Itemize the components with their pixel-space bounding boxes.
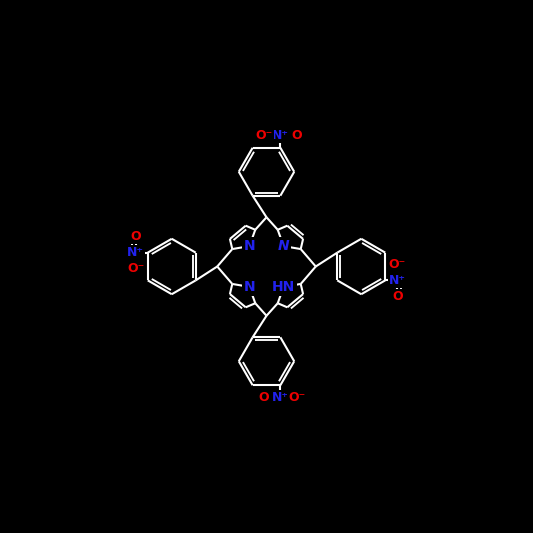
Text: N: N <box>278 239 289 253</box>
Text: O⁻: O⁻ <box>288 391 305 404</box>
Text: O⁻: O⁻ <box>389 257 406 271</box>
Text: N⁺: N⁺ <box>272 129 289 142</box>
Text: O: O <box>392 290 403 303</box>
Text: N: N <box>244 239 255 253</box>
Text: N⁺: N⁺ <box>389 274 406 287</box>
Text: O: O <box>130 230 141 243</box>
Text: N⁺: N⁺ <box>127 246 144 259</box>
Text: O: O <box>259 391 270 404</box>
Text: HN: HN <box>272 280 295 294</box>
Text: N⁺: N⁺ <box>272 391 289 404</box>
Text: O⁻: O⁻ <box>255 129 273 142</box>
Text: N: N <box>244 280 255 294</box>
Text: O⁻: O⁻ <box>127 262 144 276</box>
Text: O: O <box>291 129 302 142</box>
